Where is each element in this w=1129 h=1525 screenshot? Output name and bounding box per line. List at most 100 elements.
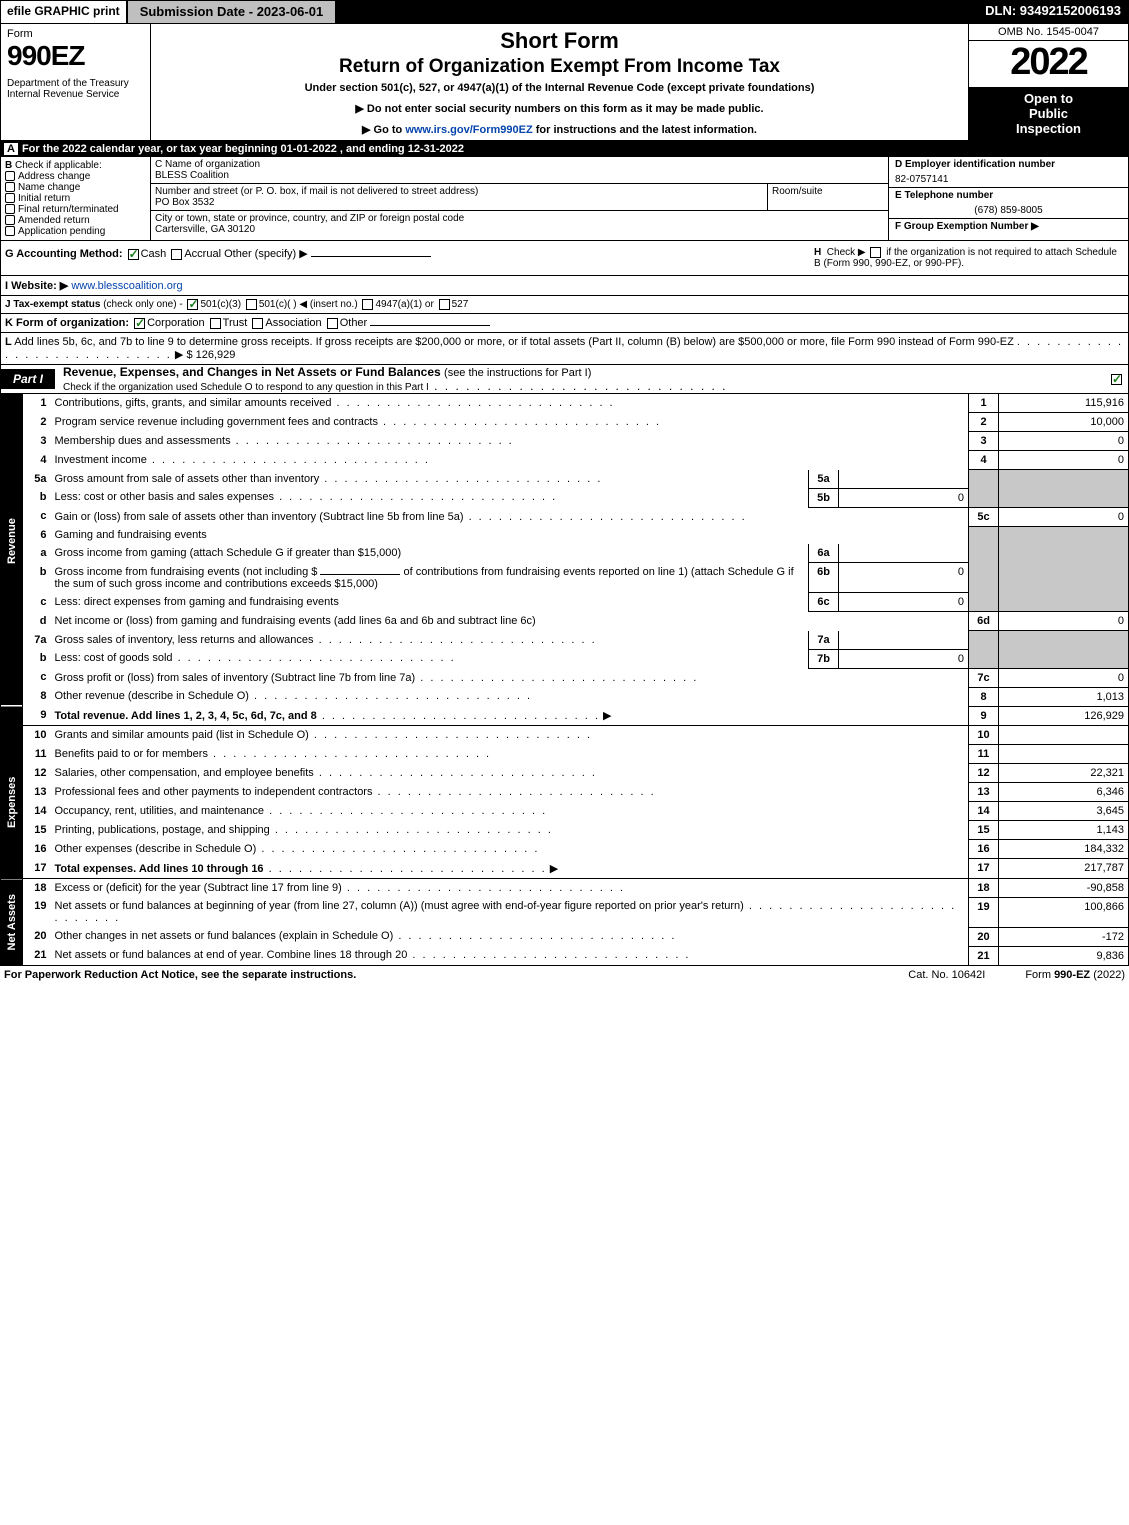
side-netassets: Net Assets: [1, 879, 23, 966]
top-bar: efile GRAPHIC print Submission Date - 20…: [0, 0, 1129, 24]
amt-4: 0: [999, 451, 1129, 470]
col-d: D Employer identification number 82-0757…: [888, 157, 1128, 240]
amt-5a: [839, 470, 969, 489]
tel-value: (678) 859-8005: [889, 203, 1128, 218]
line-a: A For the 2022 calendar year, or tax yea…: [0, 141, 1129, 157]
other-org-input[interactable]: [370, 325, 490, 326]
chk-4947a1[interactable]: [362, 299, 373, 310]
l-value: 126,929: [196, 349, 236, 361]
row-g-h: G Accounting Method: Cash Accrual Other …: [0, 241, 1129, 276]
row-l: L Add lines 5b, 6c, and 7b to line 9 to …: [0, 333, 1129, 365]
line-a-text: For the 2022 calendar year, or tax year …: [22, 143, 464, 155]
chk-amended[interactable]: [5, 215, 15, 225]
amt-14: 3,645: [999, 802, 1129, 821]
chk-accrual[interactable]: [171, 249, 182, 260]
amt-7b: 0: [839, 649, 969, 668]
city-value: Cartersville, GA 30120: [155, 224, 255, 235]
under-section: Under section 501(c), 527, or 4947(a)(1)…: [159, 82, 960, 94]
chk-address-change[interactable]: [5, 171, 15, 181]
footer-catno: Cat. No. 10642I: [908, 969, 985, 981]
street-value: PO Box 3532: [155, 197, 214, 208]
chk-part1-schedO[interactable]: [1111, 374, 1122, 385]
part1-tag: Part I: [1, 369, 55, 389]
part1-title: Revenue, Expenses, and Changes in Net As…: [63, 365, 441, 379]
chk-assoc[interactable]: [252, 318, 263, 329]
amt-7c: 0: [999, 668, 1129, 687]
amt-9: 126,929: [999, 706, 1129, 726]
submission-date: Submission Date - 2023-06-01: [127, 0, 337, 24]
amt-15: 1,143: [999, 821, 1129, 840]
omb-number: OMB No. 1545-0047: [969, 24, 1128, 41]
open-public: Open to Public Inspection: [969, 87, 1128, 140]
part1-header: Part I Revenue, Expenses, and Changes in…: [0, 365, 1129, 394]
col-c: C Name of organization BLESS Coalition N…: [151, 157, 888, 240]
amt-8: 1,013: [999, 687, 1129, 706]
amt-5c: 0: [999, 507, 1129, 526]
b-check-label: Check if applicable:: [15, 160, 102, 171]
irs-link[interactable]: www.irs.gov/Form990EZ: [405, 124, 532, 136]
page-footer: For Paperwork Reduction Act Notice, see …: [0, 966, 1129, 984]
ein-label: D Employer identification number: [895, 159, 1055, 170]
k-label: K Form of organization:: [5, 317, 129, 329]
g-label: G Accounting Method:: [5, 248, 123, 260]
i-label: I Website: ▶: [5, 280, 68, 292]
expenses-table: Expenses 10 Grants and similar amounts p…: [0, 726, 1129, 879]
other-specify-input[interactable]: [311, 256, 431, 257]
return-title: Return of Organization Exempt From Incom…: [159, 56, 960, 78]
website-link[interactable]: www.blesscoalition.org: [71, 280, 182, 292]
amt-19: 100,866: [999, 897, 1129, 927]
goto-line: ▶ Go to www.irs.gov/Form990EZ for instru…: [159, 123, 960, 136]
ein-value: 82-0757141: [889, 172, 1128, 187]
c-name-label: C Name of organization: [155, 159, 260, 170]
amt-10: [999, 726, 1129, 745]
org-name: BLESS Coalition: [155, 170, 229, 181]
tel-label: E Telephone number: [889, 187, 1128, 203]
chk-501c3[interactable]: [187, 299, 198, 310]
city-label: City or town, state or province, country…: [155, 213, 464, 224]
dept-label: Department of the Treasury Internal Reve…: [7, 78, 144, 100]
amt-16: 184,332: [999, 840, 1129, 859]
no-ssn-note: ▶ Do not enter social security numbers o…: [159, 102, 960, 115]
chk-cash[interactable]: [128, 249, 139, 260]
chk-527[interactable]: [439, 299, 450, 310]
label-b: B: [5, 160, 12, 171]
amt-6c: 0: [839, 593, 969, 612]
contrib-blank[interactable]: [320, 574, 400, 575]
group-exemption: F Group Exemption Number ▶: [889, 218, 1128, 234]
form-number: 990EZ: [7, 40, 144, 72]
amt-6d: 0: [999, 612, 1129, 631]
chk-initial-return[interactable]: [5, 193, 15, 203]
l-label: L: [5, 336, 12, 348]
label-a: A: [4, 143, 18, 155]
chk-app-pending[interactable]: [5, 226, 15, 236]
chk-other-org[interactable]: [327, 318, 338, 329]
row-i: I Website: ▶ www.blesscoalition.org: [0, 276, 1129, 296]
chk-501c[interactable]: [246, 299, 257, 310]
l-text: Add lines 5b, 6c, and 7b to line 9 to de…: [14, 336, 1014, 348]
chk-corp[interactable]: [134, 318, 145, 329]
amt-6a: [839, 544, 969, 563]
amt-17: 217,787: [999, 859, 1129, 879]
room-label: Room/suite: [772, 186, 823, 197]
part1-check-line: Check if the organization used Schedule …: [63, 382, 429, 393]
tax-year: 2022: [969, 41, 1128, 87]
amt-11: [999, 745, 1129, 764]
row-k: K Form of organization: Corporation Trus…: [0, 314, 1129, 333]
side-revenue: Revenue: [1, 394, 23, 687]
amt-18: -90,858: [999, 879, 1129, 898]
dln-label: DLN: 93492152006193: [977, 0, 1129, 24]
chk-h[interactable]: [870, 247, 881, 258]
efile-label[interactable]: efile GRAPHIC print: [0, 0, 127, 24]
chk-trust[interactable]: [210, 318, 221, 329]
amt-12: 22,321: [999, 764, 1129, 783]
chk-final-return[interactable]: [5, 204, 15, 214]
chk-name-change[interactable]: [5, 182, 15, 192]
j-label: J Tax-exempt status: [5, 299, 100, 310]
amt-6b: 0: [839, 563, 969, 593]
col-b: B Check if applicable: Address change Na…: [1, 157, 151, 240]
form-header: Form 990EZ Department of the Treasury In…: [0, 24, 1129, 141]
revenue-table: Revenue 1 Contributions, gifts, grants, …: [0, 394, 1129, 726]
netassets-table: Net Assets 18 Excess or (deficit) for th…: [0, 879, 1129, 966]
footer-right: Form 990-EZ (2022): [1025, 969, 1125, 981]
form-word: Form: [7, 28, 144, 40]
